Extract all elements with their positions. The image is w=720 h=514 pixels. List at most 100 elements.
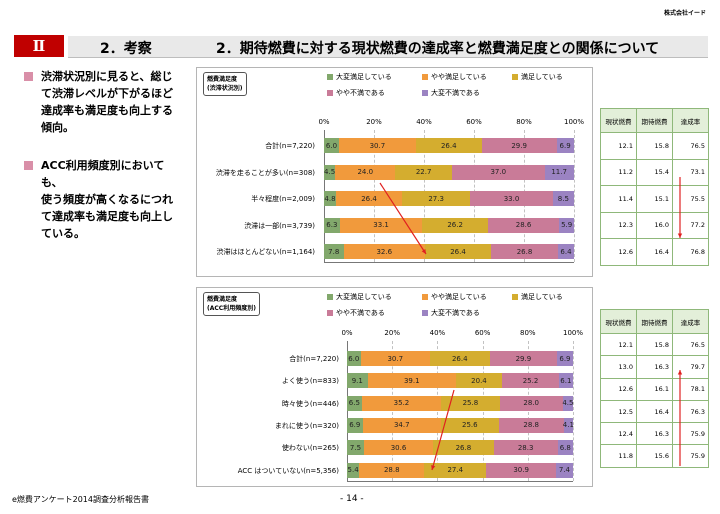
legend-swatch	[327, 294, 333, 300]
table-header-row: 現状燃費 期待燃費 達成率	[600, 309, 709, 334]
legend-label: 大変不満である	[431, 309, 480, 317]
bullet-line: 達成率も満足度も向上する	[41, 104, 173, 117]
category-label: 時々使う(n=446)	[281, 399, 339, 408]
x-axis-line	[324, 262, 574, 263]
table-cell: 11.2	[600, 158, 637, 186]
table-row: 11.2 15.4 73.1	[600, 158, 709, 186]
table-cell: 12.5	[600, 399, 637, 424]
table-cell: 16.4	[636, 399, 673, 424]
table-cell: 75.9	[672, 422, 709, 446]
bar-segment: 5.4	[347, 462, 360, 478]
legend-label: やや満足している	[431, 73, 487, 81]
legend-swatch	[327, 310, 333, 316]
table-cell: 15.8	[636, 332, 673, 357]
table-cell: 11.4	[600, 185, 637, 213]
bar-segment: 27.4	[424, 462, 487, 478]
chart-tag: 燃費満足度 (渋滞状況別)	[203, 72, 247, 96]
bar-segment: 37.0	[452, 164, 545, 180]
axis-tick-label: 60%	[466, 118, 482, 126]
category-label: 半々程度(n=2,009)	[251, 195, 315, 203]
stacked-bar: 7.8 32.6 26.4 26.8 6.4	[324, 244, 574, 259]
header-bar	[68, 36, 708, 58]
table-row: 11.4 15.1 75.5	[600, 185, 709, 213]
stacked-bar: 6.3 33.1 26.2 28.6 5.9	[324, 217, 574, 233]
page-number: - 14 -	[340, 494, 364, 504]
bar-segment: 6.0	[324, 138, 339, 153]
bar-segment: 6.9	[556, 138, 574, 153]
legend-item: やや満足している	[422, 292, 487, 302]
table-header-cell: 現状燃費	[600, 108, 637, 133]
bullet-line: 傾向。	[41, 121, 74, 134]
bar-segment: 26.4	[336, 191, 402, 206]
table-header-row: 現状燃費 期待燃費 達成率	[600, 108, 709, 133]
table-cell: 12.3	[600, 211, 637, 239]
bar-segment: 29.9	[489, 351, 558, 366]
legend-item: 大変満足している	[327, 292, 392, 302]
stacked-bar: 6.5 35.2 25.8 28.0 4.5	[347, 395, 573, 411]
table-cell: 75.5	[672, 185, 709, 213]
bar-segment: 33.0	[470, 191, 553, 206]
category-label: 使わない(n=265)	[281, 444, 339, 453]
legend-label: 満足している	[521, 73, 563, 81]
table-row: 12.1 15.8 76.5	[600, 332, 709, 357]
stacked-bar: 4.8 26.4 27.3 33.0 8.5	[324, 191, 574, 206]
bar-segment: 34.7	[362, 417, 441, 433]
legend-item: 大変不満である	[422, 88, 480, 98]
bar-segment: 20.4	[455, 373, 503, 389]
table-header-cell: 達成率	[672, 309, 709, 334]
table-cell: 77.2	[672, 211, 709, 239]
category-label: ACC はついていない(n=5,356)	[237, 466, 339, 475]
legend-swatch	[422, 294, 428, 300]
bar-segment: 4.5	[324, 164, 336, 180]
bar-segment: 6.1	[558, 373, 573, 389]
table-cell: 12.1	[600, 132, 637, 160]
table-row: 13.0 16.3 79.7	[600, 355, 709, 379]
axis-tick-label: 0%	[341, 329, 353, 337]
bar-segment: 7.8	[324, 244, 344, 259]
table-cell: 12.1	[600, 332, 637, 357]
bullet-square-icon	[24, 72, 33, 81]
bar-segment: 5.9	[559, 217, 574, 233]
table-cell: 73.1	[672, 158, 709, 186]
legend-label: やや満足している	[431, 293, 487, 301]
axis-tick-label: 100%	[562, 329, 584, 337]
axis-tick-label: 40%	[429, 329, 446, 337]
category-label: 合計(n=7,220)	[289, 355, 339, 363]
bar-segment: 6.9	[557, 351, 573, 366]
table-cell: 78.1	[672, 377, 709, 401]
bar-segment: 26.8	[433, 440, 494, 456]
legend-swatch	[512, 294, 518, 300]
table-cell: 76.8	[672, 238, 709, 266]
legend-swatch	[422, 90, 428, 96]
category-label: 渋滞はほとんどない(n=1,164)	[216, 248, 315, 256]
legend-label: やや不満である	[336, 309, 385, 317]
bar-segment: 28.0	[499, 395, 563, 411]
table-row: 11.8 15.6 75.9	[600, 444, 709, 468]
table-cell: 11.8	[600, 444, 637, 468]
bar-segment: 28.8	[359, 462, 425, 478]
bar-segment: 30.7	[360, 351, 430, 366]
bar-segment: 35.2	[361, 395, 442, 411]
fuel-table-acc: 現状燃費 期待燃費 達成率 12.1 15.8 76.5 13.0 16.3 79.7 12.6 1…	[600, 309, 709, 468]
bar-segment: 30.7	[339, 138, 416, 153]
bar-segment: 4.1	[563, 417, 574, 433]
gridline	[527, 341, 529, 481]
bar-segment: 39.1	[367, 373, 456, 389]
table-row: 12.4 16.3 75.9	[600, 422, 709, 446]
page-title: 2．期待燃費に対する現状燃費の達成率と燃費満足度との関係について	[216, 41, 660, 57]
axis-tick-label: 60%	[474, 329, 491, 337]
chart-subtitle: (渋滞状況別)	[207, 85, 243, 92]
category-label: まれに使う(n=320)	[274, 421, 339, 430]
stacked-bar: 4.5 24.0 22.7 37.0 11.7	[324, 164, 574, 180]
bullet-traffic: 渋滞状況別に見ると、総じ て渋滞レベルが下がるほど 達成率も満足度も向上する 傾…	[24, 68, 184, 136]
table-cell: 16.3	[636, 422, 673, 446]
legend-swatch	[422, 310, 428, 316]
section-number: 2．考察	[100, 41, 152, 57]
bar-segment: 7.5	[347, 440, 364, 456]
legend-item: やや不満である	[327, 88, 385, 98]
chart-title: 燃費満足度	[207, 76, 238, 83]
bar-segment: 6.8	[557, 440, 573, 456]
table-cell: 76.3	[672, 399, 709, 424]
table-row: 12.6 16.1 78.1	[600, 377, 709, 401]
stacked-bar: 6.9 34.7 25.6 28.8 4.1	[347, 417, 574, 433]
